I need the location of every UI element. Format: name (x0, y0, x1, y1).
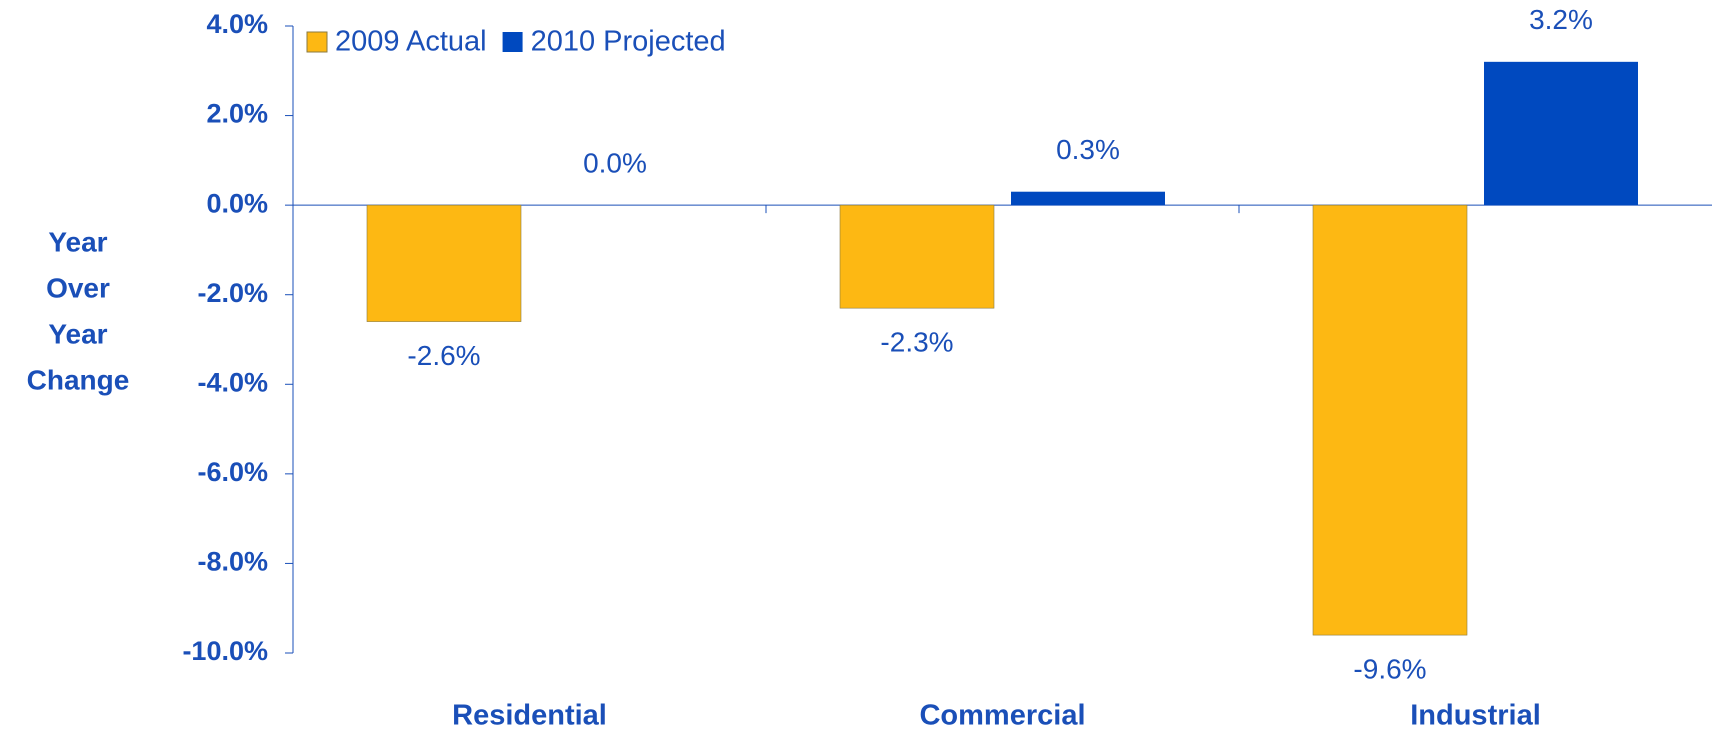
value-label: -2.3% (880, 327, 953, 358)
bar (1484, 61, 1638, 206)
y-tick-label: -10.0% (182, 636, 268, 666)
y-tick-label: 0.0% (206, 188, 268, 218)
y-tick-label: -6.0% (197, 457, 268, 487)
bar (839, 204, 995, 309)
bar (1011, 191, 1165, 206)
bar (1312, 204, 1468, 636)
legend-label: 2010 Projected (531, 26, 726, 58)
value-label: -2.6% (407, 340, 480, 371)
y-axis-title: Over (46, 272, 110, 303)
y-tick-label: 4.0% (206, 9, 268, 39)
y-axis-title: Year (48, 318, 107, 349)
value-label: 3.2% (1529, 4, 1593, 35)
y-tick-label: -4.0% (197, 367, 268, 397)
x-tick-label: Commercial (919, 700, 1085, 731)
y-tick-label: 2.0% (206, 99, 268, 129)
x-tick-label: Residential (452, 700, 607, 731)
y-axis-title: Year (48, 226, 107, 257)
value-label: 0.0% (583, 148, 647, 179)
legend-swatch (306, 31, 328, 53)
x-tick-label: Industrial (1410, 700, 1541, 731)
value-label: 0.3% (1056, 134, 1120, 165)
y-tick-label: -8.0% (197, 547, 268, 577)
legend-swatch (502, 32, 523, 52)
value-label: -9.6% (1353, 653, 1426, 684)
y-tick-label: -2.0% (197, 278, 268, 308)
legend-label: 2009 Actual (335, 26, 487, 58)
y-axis-title: Change (27, 364, 130, 395)
bar (366, 204, 522, 322)
